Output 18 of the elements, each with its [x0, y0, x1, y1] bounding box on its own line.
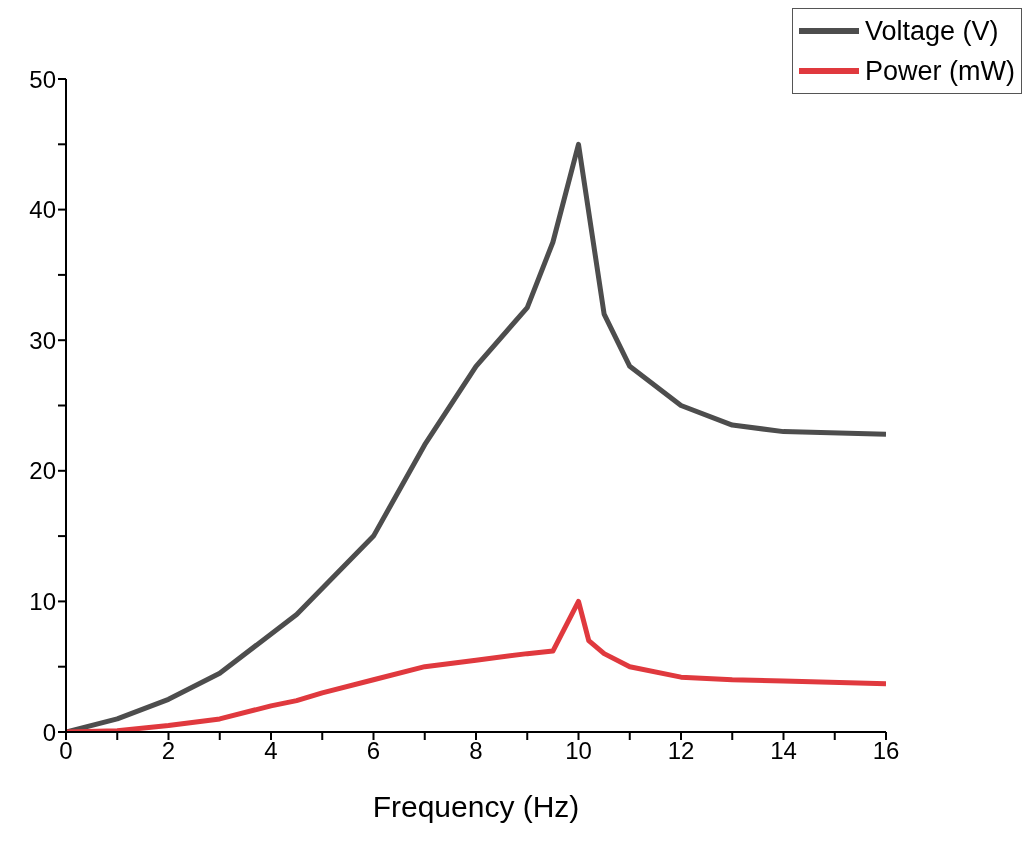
x-tick-label: 14	[770, 737, 797, 765]
y-tick-label: 40	[29, 196, 56, 224]
x-tick-label: 4	[264, 737, 278, 765]
y-tick-label: 20	[29, 457, 56, 485]
x-tick-label: 0	[59, 737, 73, 765]
x-tick-label: 16	[872, 737, 900, 765]
x-axis-title: Frequency (Hz)	[372, 790, 580, 823]
x-tick-label: 2	[161, 737, 176, 765]
x-tick-label: 12	[667, 737, 695, 765]
legend-label: Voltage (V)	[865, 15, 999, 48]
x-tick-label: 10	[565, 737, 592, 765]
y-tick-label: 30	[29, 326, 56, 354]
x-tick-label: 8	[469, 737, 483, 765]
legend-label: Power (mW)	[865, 55, 1015, 88]
y-tick-label: 10	[29, 587, 56, 615]
y-tick-label: 50	[29, 65, 56, 93]
y-tick-label: 0	[42, 718, 56, 746]
x-tick-label: 6	[366, 737, 381, 765]
